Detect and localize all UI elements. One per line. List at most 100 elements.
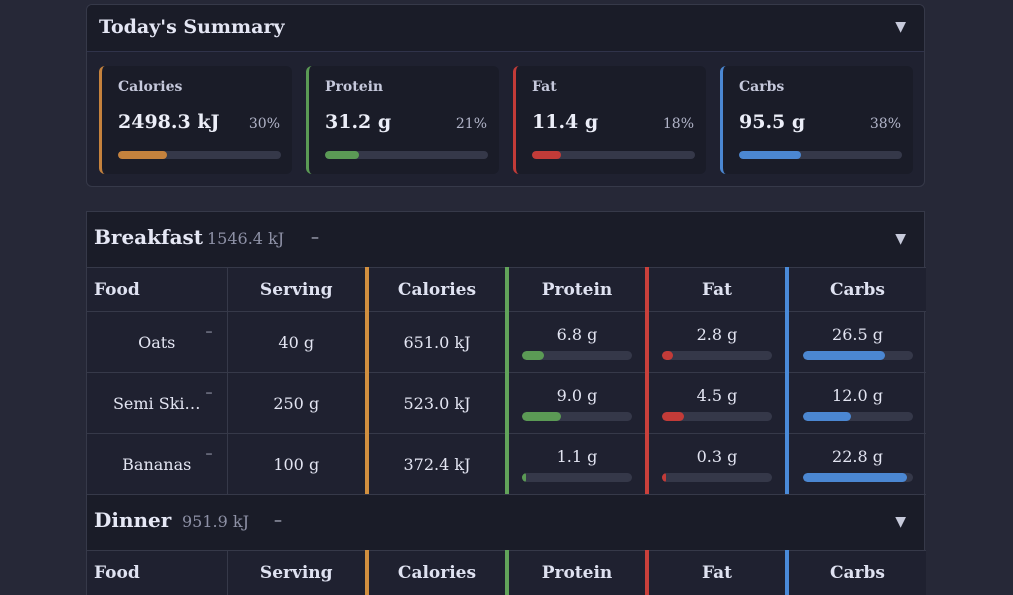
protein-value: 1.1 g	[556, 446, 598, 466]
macro-percent: 38%	[869, 116, 901, 132]
fat-bar-track	[662, 472, 772, 482]
fat-value: 2.8 g	[696, 324, 738, 344]
calories-cell: 372.4 kJ	[365, 433, 508, 495]
meal-total-kj: 951.9 kJ	[182, 512, 249, 531]
column-header-fat: Fat	[645, 267, 788, 312]
protein-cell: 1.1 g	[505, 433, 648, 495]
food-name-cell: Semi Ski… –	[87, 372, 228, 434]
protein-value: 9.0 g	[556, 385, 598, 405]
meal-remove-button[interactable]: –	[311, 227, 319, 246]
serving-cell[interactable]: 250 g	[227, 372, 368, 434]
protein-bar-fill	[522, 411, 561, 421]
column-header-fat: Fat	[645, 550, 788, 595]
macro-percent: 21%	[455, 116, 487, 132]
calories-cell: 651.0 kJ	[365, 311, 508, 373]
todays-summary-panel: Today's Summary ▼ Calories 2498.3 kJ 30%…	[86, 4, 925, 187]
fat-cell: 2.8 g	[645, 311, 788, 373]
table-row: Oats – 40 g 651.0 kJ 6.8 g 2.8 g 26.5 g	[87, 311, 926, 373]
fat-cell: 0.3 g	[645, 433, 788, 495]
food-name: Semi Ski…	[112, 393, 201, 413]
fat-value: 4.5 g	[696, 385, 738, 405]
carbs-bar-track	[802, 472, 913, 482]
column-header-protein: Protein	[505, 267, 648, 312]
meal-header-breakfast[interactable]: Breakfast 1546.4 kJ – ▼	[87, 211, 924, 267]
carbs-value: 26.5 g	[832, 324, 883, 344]
fat-bar-track	[662, 411, 772, 421]
summary-chevron-down-icon[interactable]: ▼	[895, 19, 906, 35]
protein-bar-track	[522, 472, 632, 482]
fat-bar-fill	[662, 350, 673, 360]
protein-value: 6.8 g	[556, 324, 598, 344]
serving-cell[interactable]: 40 g	[227, 311, 368, 373]
macro-progress-track	[118, 151, 281, 159]
food-name-cell: Bananas –	[87, 433, 228, 495]
macro-card-protein: Protein 31.2 g 21%	[306, 66, 499, 174]
fat-bar-fill	[662, 411, 684, 421]
carbs-bar-fill	[802, 411, 851, 421]
table-header-row: Food Serving Calories Protein Fat Carbs	[87, 267, 926, 312]
macro-label: Protein	[325, 79, 384, 95]
protein-cell: 9.0 g	[505, 372, 648, 434]
fat-cell: 4.5 g	[645, 372, 788, 434]
food-name: Bananas	[122, 454, 192, 474]
remove-food-button[interactable]: –	[205, 324, 213, 340]
carbs-cell: 26.5 g	[785, 311, 926, 373]
fat-value: 0.3 g	[696, 446, 738, 466]
macro-value: 11.4 g	[532, 111, 599, 133]
summary-title: Today's Summary	[99, 16, 285, 38]
summary-header[interactable]: Today's Summary ▼	[87, 5, 924, 52]
remove-food-button[interactable]: –	[205, 446, 213, 462]
meal-section-breakfast: Breakfast 1546.4 kJ – ▼ Food Serving Cal…	[86, 211, 926, 495]
macro-progress-fill	[739, 151, 801, 159]
macro-label: Calories	[118, 79, 183, 95]
carbs-bar-fill	[802, 472, 907, 482]
meal-total-kj: 1546.4 kJ	[207, 229, 285, 248]
column-header-serving: Serving	[227, 550, 368, 595]
protein-bar-track	[522, 411, 632, 421]
macro-percent: 18%	[662, 116, 694, 132]
macro-progress-track	[739, 151, 902, 159]
meal-section-dinner: Dinner 951.9 kJ – ▼ Food Serving Calorie…	[86, 494, 926, 595]
meal-chevron-down-icon[interactable]: ▼	[895, 231, 906, 247]
column-header-calories: Calories	[365, 267, 508, 312]
remove-food-button[interactable]: –	[205, 385, 213, 401]
protein-bar-track	[522, 350, 632, 360]
meal-title: Breakfast	[94, 225, 204, 249]
meal-header-dinner[interactable]: Dinner 951.9 kJ – ▼	[87, 494, 924, 550]
protein-bar-fill	[522, 350, 544, 360]
macro-card-calories: Calories 2498.3 kJ 30%	[99, 66, 292, 174]
carbs-value: 22.8 g	[832, 446, 883, 466]
table-header-row: Food Serving Calories Protein Fat Carbs	[87, 550, 926, 595]
fat-bar-track	[662, 350, 772, 360]
carbs-bar-track	[802, 411, 913, 421]
calories-cell: 523.0 kJ	[365, 372, 508, 434]
macro-progress-track	[325, 151, 488, 159]
macro-card-carbs: Carbs 95.5 g 38%	[720, 66, 913, 174]
macro-progress-fill	[532, 151, 562, 159]
table-row: Semi Ski… – 250 g 523.0 kJ 9.0 g 4.5 g 1…	[87, 372, 926, 434]
column-header-serving: Serving	[227, 267, 368, 312]
column-header-carbs: Carbs	[785, 267, 926, 312]
fat-bar-fill	[662, 472, 667, 482]
food-name-cell: Oats –	[87, 311, 228, 373]
food-name: Oats	[138, 332, 176, 352]
carbs-value: 12.0 g	[832, 385, 883, 405]
macro-value: 31.2 g	[325, 111, 392, 133]
column-header-protein: Protein	[505, 550, 648, 595]
macro-label: Fat	[532, 79, 557, 95]
serving-cell[interactable]: 100 g	[227, 433, 368, 495]
meal-chevron-down-icon[interactable]: ▼	[895, 514, 906, 530]
column-header-food: Food	[87, 550, 228, 595]
food-table-dinner: Food Serving Calories Protein Fat Carbs	[87, 550, 926, 595]
carbs-bar-track	[802, 350, 913, 360]
macro-value: 2498.3 kJ	[118, 111, 220, 133]
macro-label: Carbs	[739, 79, 785, 95]
column-header-food: Food	[87, 267, 228, 312]
carbs-cell: 12.0 g	[785, 372, 926, 434]
macro-card-fat: Fat 11.4 g 18%	[513, 66, 706, 174]
macro-progress-fill	[118, 151, 167, 159]
meal-remove-button[interactable]: –	[274, 510, 282, 529]
macro-progress-fill	[325, 151, 360, 159]
food-table-breakfast: Food Serving Calories Protein Fat Carbs …	[87, 267, 926, 495]
column-header-calories: Calories	[365, 550, 508, 595]
